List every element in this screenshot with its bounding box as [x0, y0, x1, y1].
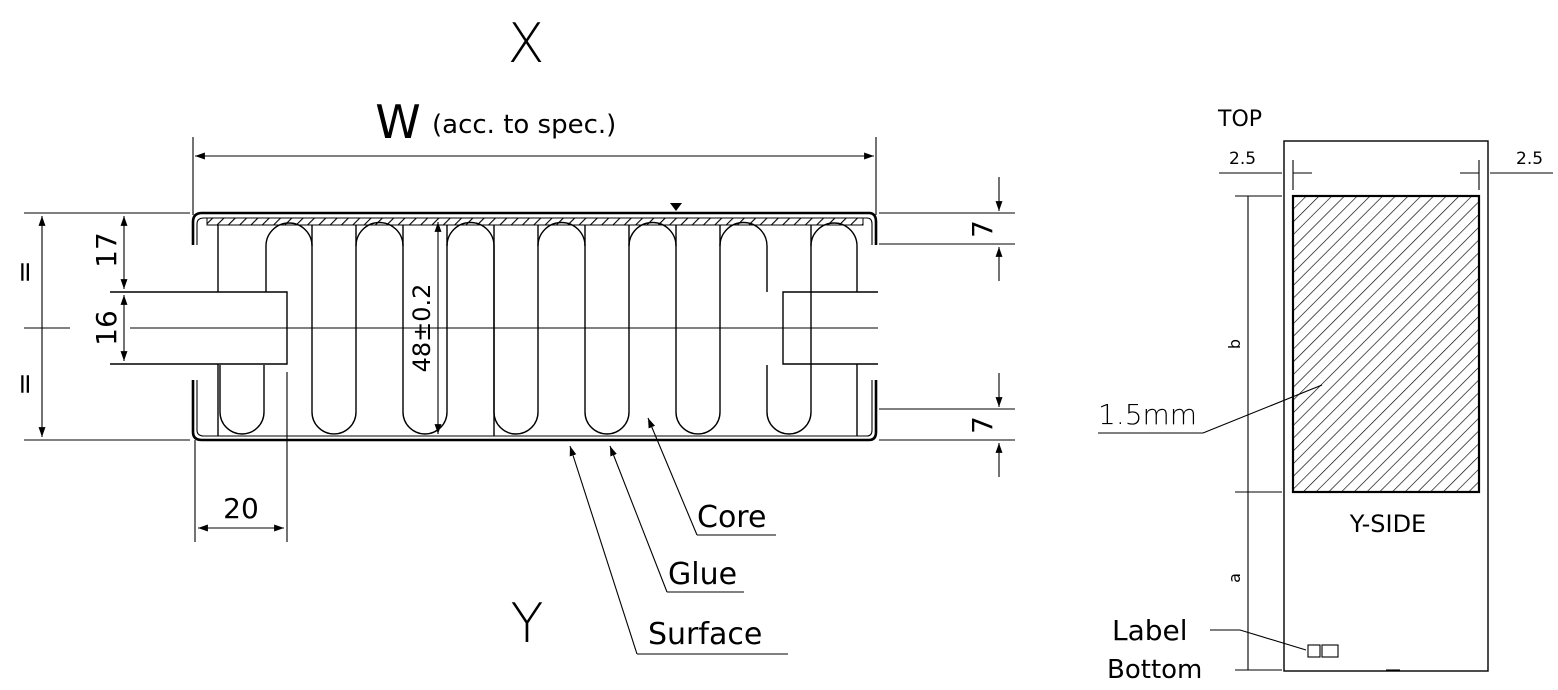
- slot-top-dimension-text: 17: [90, 232, 123, 268]
- a-dimension-text: a: [1225, 573, 1244, 583]
- glue-label: Glue: [668, 557, 737, 592]
- height-dimension-text: 48±0.2: [408, 284, 436, 373]
- label-leader: [1210, 629, 1307, 651]
- side-view: TOP 2.5 2.5 b a 1.5mm Y-SIDE Label Botto…: [1098, 107, 1553, 685]
- thickness-leader: [1202, 384, 1323, 434]
- glue-leader: [609, 445, 668, 593]
- bottom-side-letter: Y: [511, 592, 544, 655]
- surface-label: Surface: [648, 617, 762, 652]
- bottom-text: Bottom: [1107, 655, 1202, 685]
- width-note: (acc. to spec.): [432, 110, 616, 140]
- core-cells-bottom: [219, 225, 812, 435]
- hatched-glue-area: [1291, 194, 1481, 494]
- panel-outline: [191, 211, 878, 442]
- equal-mark-top: =: [8, 260, 41, 283]
- equal-mark-bottom: =: [8, 372, 41, 395]
- core-cells-top: [217, 221, 858, 436]
- panel-inner-skin: [196, 217, 873, 437]
- b-dimension-text: b: [1225, 339, 1244, 349]
- top-marker-triangle: [670, 203, 682, 211]
- top-side-letter: X: [508, 12, 545, 75]
- y-side-label: Y-SIDE: [1349, 510, 1426, 538]
- right-bottom-dimension-text: 7: [966, 416, 999, 434]
- margin-right-text: 2.5: [1516, 149, 1543, 169]
- margin-left-text: 2.5: [1229, 149, 1256, 169]
- slot-depth-dimension-text: 20: [223, 492, 259, 525]
- front-view: X Y W (acc. to spec.): [8, 12, 1015, 655]
- width-symbol: W: [375, 95, 420, 149]
- surface-leader: [569, 445, 638, 655]
- top-label: TOP: [1217, 107, 1262, 132]
- thickness-label: 1.5mm: [1098, 398, 1197, 431]
- right-top-dimension-text: 7: [966, 220, 999, 238]
- glue-layer-hatch: [206, 217, 864, 226]
- label-symbol-1: [1307, 644, 1321, 658]
- label-symbol-2: [1321, 644, 1339, 658]
- core-leader: [647, 417, 698, 536]
- side-panel-outline: [1283, 140, 1489, 672]
- label-text: Label: [1112, 614, 1188, 647]
- slot-height-dimension-text: 16: [90, 310, 123, 346]
- core-label: Core: [697, 500, 766, 535]
